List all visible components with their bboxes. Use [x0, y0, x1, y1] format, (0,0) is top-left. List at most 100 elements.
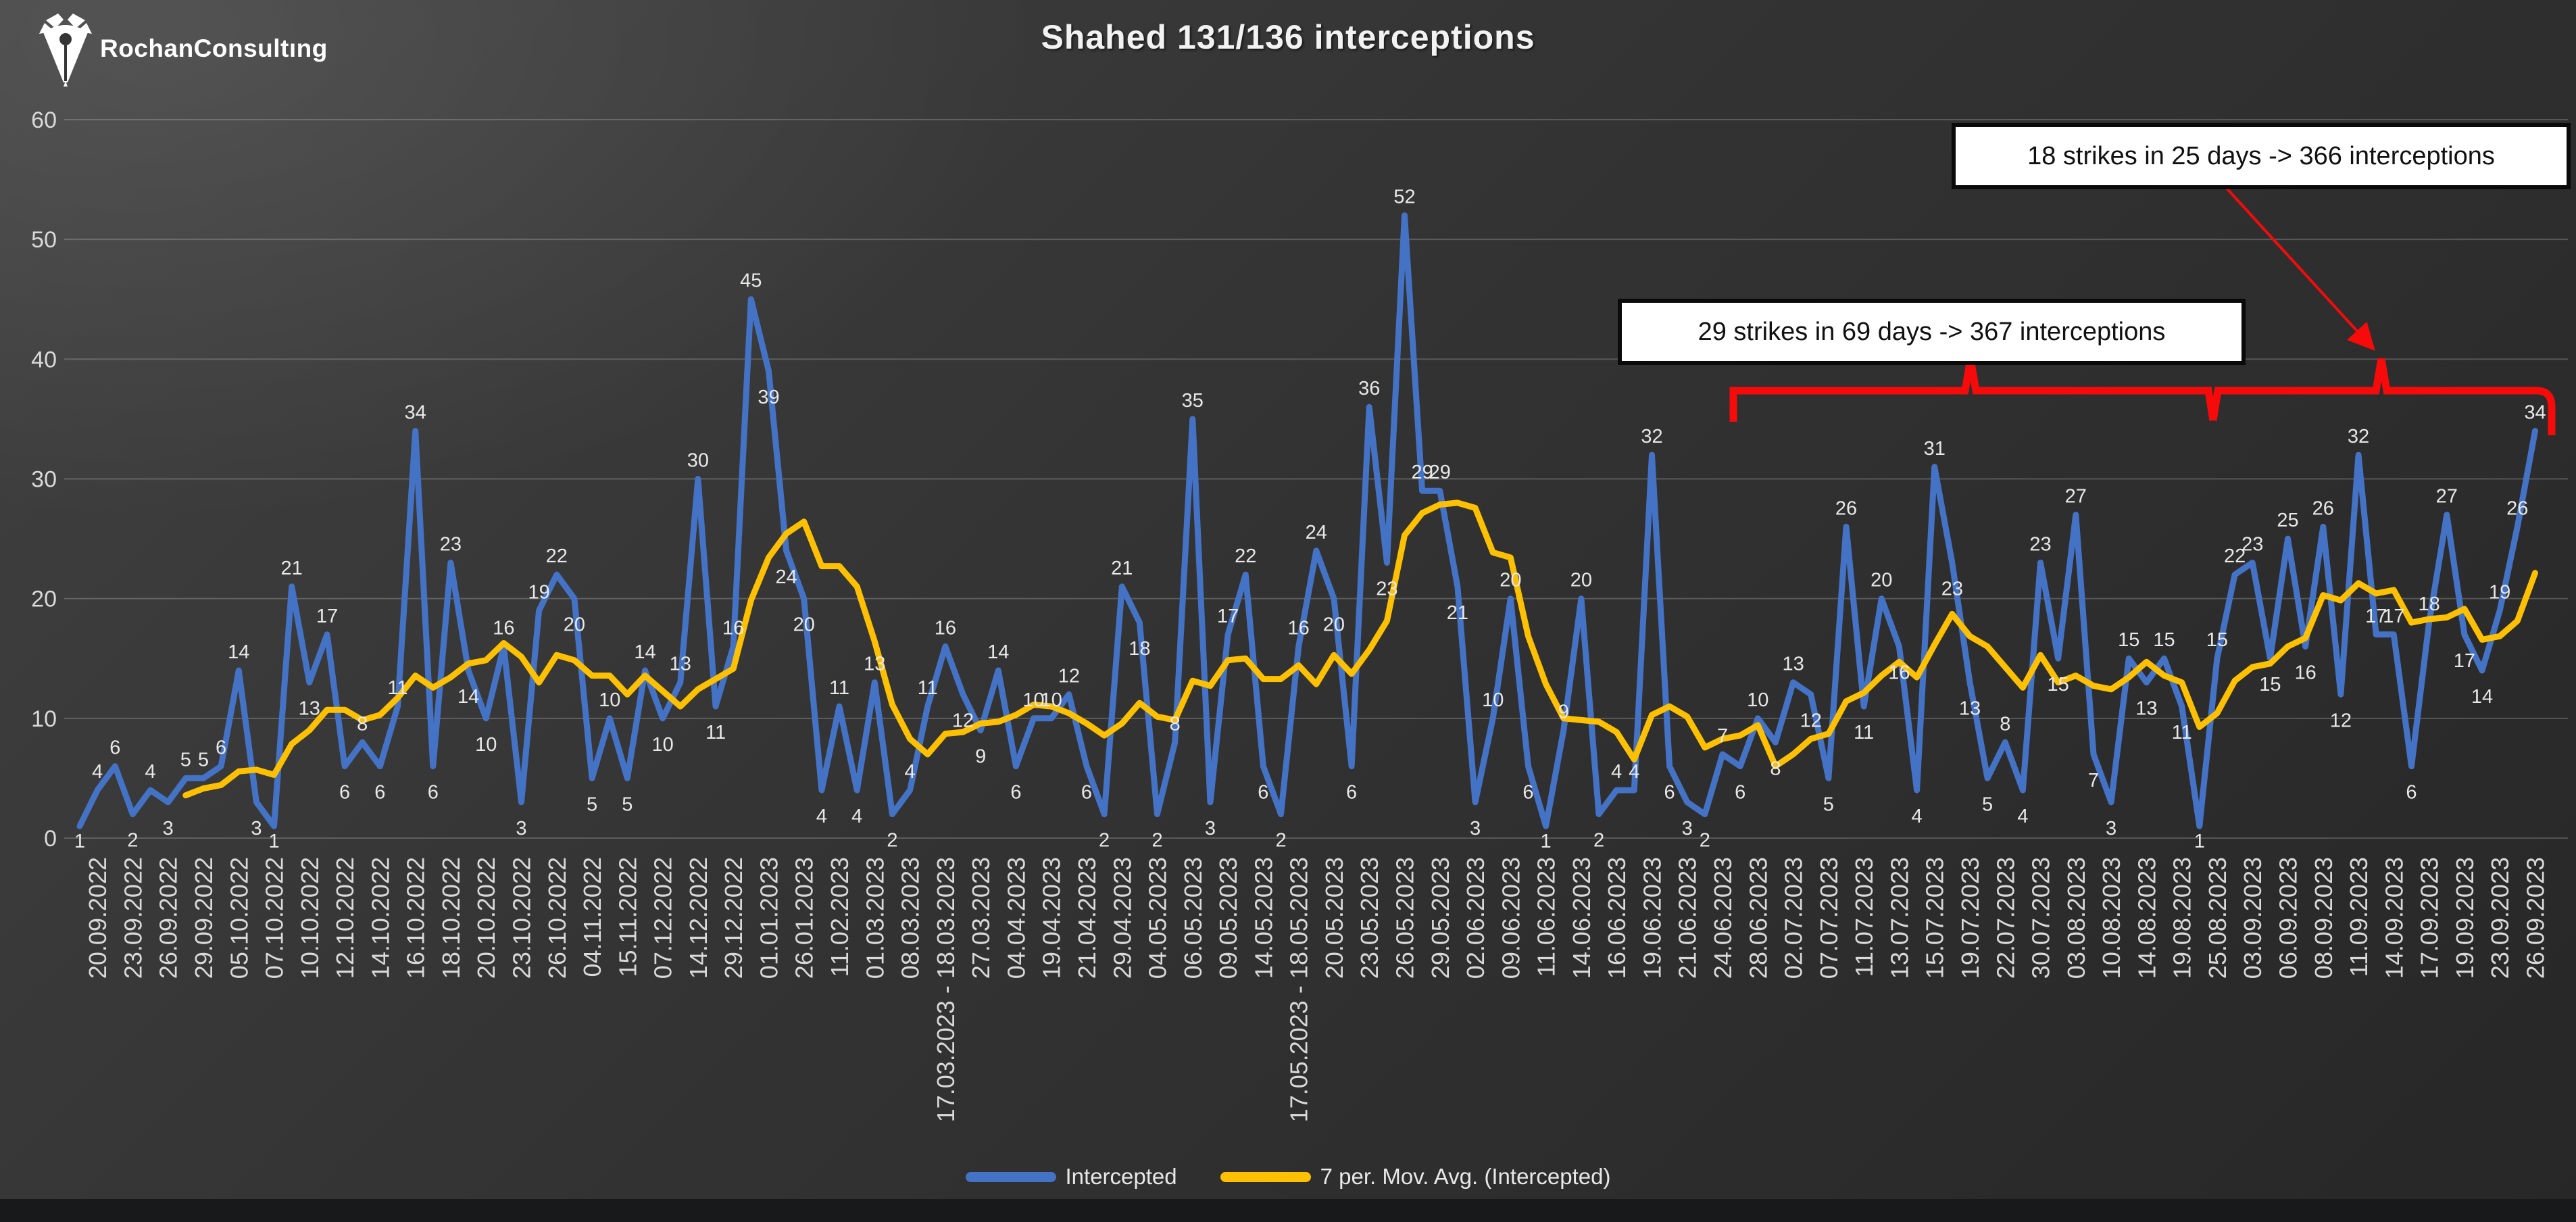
- y-tick-label: 20: [31, 587, 57, 612]
- x-tick-label: 04.04.2023: [1002, 857, 1030, 979]
- data-label: 6: [1735, 782, 1745, 804]
- data-label: 27: [2065, 486, 2087, 508]
- data-label: 8: [1170, 713, 1181, 735]
- data-label: 16: [1888, 662, 1910, 684]
- x-tick-label: 19.06.2023: [1639, 857, 1666, 979]
- x-tick-label: 07.12.2022: [649, 857, 677, 979]
- data-label: 39: [758, 387, 779, 408]
- data-label: 32: [2348, 426, 2369, 447]
- annotation-18-strikes: 18 strikes in 25 days -> 366 interceptio…: [1952, 123, 2571, 189]
- data-label: 6: [216, 737, 226, 759]
- x-tick-label: 29.12.2022: [720, 857, 747, 979]
- x-tick-label: 10.08.2023: [2098, 857, 2125, 979]
- data-label: 14: [457, 686, 479, 708]
- x-tick-label: 21.06.2023: [1674, 857, 1702, 979]
- data-label: 4: [1911, 806, 1922, 827]
- x-tick-label: 28.06.2023: [1744, 857, 1772, 979]
- data-label: 14: [634, 641, 655, 663]
- data-label: 2: [1151, 830, 1162, 852]
- data-label: 1: [1541, 831, 1552, 852]
- data-label: 19: [2489, 581, 2510, 603]
- data-label: 29: [1412, 462, 1433, 483]
- x-tick-label: 11.06.2023: [1533, 857, 1560, 977]
- y-tick-label: 60: [31, 107, 57, 133]
- x-tick-label: 19.08.2023: [2169, 857, 2196, 979]
- data-label: 34: [405, 402, 426, 424]
- data-label: 1: [268, 831, 279, 852]
- data-label: 34: [2524, 402, 2546, 424]
- x-tick-label: 07.10.2022: [261, 857, 289, 979]
- data-label: 6: [374, 782, 385, 804]
- data-label: 6: [339, 782, 350, 804]
- data-label: 11: [1854, 722, 1874, 743]
- data-label: 2: [1700, 830, 1710, 852]
- data-label: 13: [1959, 698, 1981, 720]
- x-tick-label: 20.09.2022: [84, 857, 112, 979]
- data-label: 8: [357, 713, 368, 735]
- x-tick-label: 23.10.2022: [508, 857, 536, 979]
- data-label: 29: [1429, 462, 1451, 483]
- data-label: 5: [622, 793, 633, 815]
- x-tick-label: 14.10.2022: [366, 857, 394, 979]
- data-label: 17: [1217, 606, 1239, 627]
- data-label: 20: [564, 614, 585, 636]
- data-label: 22: [1235, 545, 1256, 567]
- data-label: 11: [918, 677, 938, 699]
- x-tick-label: 04.05.2023: [1144, 857, 1172, 979]
- data-label: 1: [74, 831, 85, 852]
- data-label: 26: [1835, 497, 1857, 519]
- y-tick-label: 40: [31, 347, 57, 372]
- x-tick-label: 29.04.2023: [1108, 857, 1136, 979]
- data-label: 16: [1288, 618, 1310, 639]
- x-tick-label: 29.09.2022: [190, 857, 218, 979]
- data-label: 4: [851, 806, 862, 827]
- x-tick-label: 20.05.2023: [1320, 857, 1348, 979]
- x-tick-label: 17.05.2023 - 18.05.2023: [1285, 857, 1313, 1122]
- data-label: 21: [1111, 558, 1133, 579]
- rochan-consulting-logo: RochanConsultıng: [38, 11, 328, 87]
- chart-legend: Intercepted 7 per. Mov. Avg. (Intercepte…: [0, 1164, 2576, 1190]
- data-label: 10: [475, 734, 497, 756]
- data-label: 5: [180, 749, 191, 771]
- legend-label-moving-avg: 7 per. Mov. Avg. (Intercepted): [1320, 1164, 1611, 1189]
- data-label: 6: [1346, 782, 1357, 804]
- data-label: 3: [516, 818, 526, 839]
- data-label: 20: [1871, 570, 1892, 591]
- data-label: 11: [387, 677, 407, 699]
- x-tick-label: 22.07.2023: [1991, 857, 2019, 979]
- x-tick-label: 02.06.2023: [1462, 857, 1489, 979]
- y-tick-label: 30: [31, 466, 57, 492]
- data-label: 26: [2506, 497, 2528, 519]
- x-tick-label: 18.10.2022: [437, 857, 465, 979]
- y-tick-label: 50: [31, 227, 57, 253]
- data-label: 6: [1522, 782, 1533, 804]
- x-tick-label: 09.06.2023: [1497, 857, 1525, 979]
- data-label: 6: [1010, 782, 1021, 804]
- data-label: 10: [651, 734, 673, 756]
- data-label: 18: [2418, 593, 2439, 615]
- x-tick-label: 11.02.2023: [826, 857, 853, 977]
- data-label: 10: [1022, 689, 1044, 711]
- x-tick-label: 23.09.2022: [119, 857, 147, 979]
- x-tick-label: 06.09.2023: [2275, 857, 2302, 979]
- data-label: 25: [2277, 510, 2298, 531]
- data-label: 15: [2048, 674, 2069, 695]
- x-tick-label: 11.09.2023: [2345, 857, 2373, 977]
- data-label: 10: [1041, 689, 1062, 711]
- x-tick-label: 29.05.2023: [1427, 857, 1454, 979]
- x-tick-label: 03.09.2023: [2239, 857, 2267, 979]
- data-label: 13: [864, 654, 885, 675]
- chart-series: [76, 212, 2538, 829]
- data-label: 31: [1924, 438, 1946, 460]
- data-label: 7: [2088, 770, 2099, 791]
- data-label: 22: [546, 545, 568, 567]
- data-label: 6: [1081, 782, 1092, 804]
- x-tick-label: 17.09.2023: [2416, 857, 2444, 979]
- x-tick-label: 21.04.2023: [1073, 857, 1101, 979]
- moving-avg-line-swatch: [1220, 1171, 1311, 1182]
- x-tick-label: 07.07.2023: [1815, 857, 1843, 979]
- data-label: 11: [2172, 722, 2192, 743]
- y-tick-label: 0: [44, 826, 57, 852]
